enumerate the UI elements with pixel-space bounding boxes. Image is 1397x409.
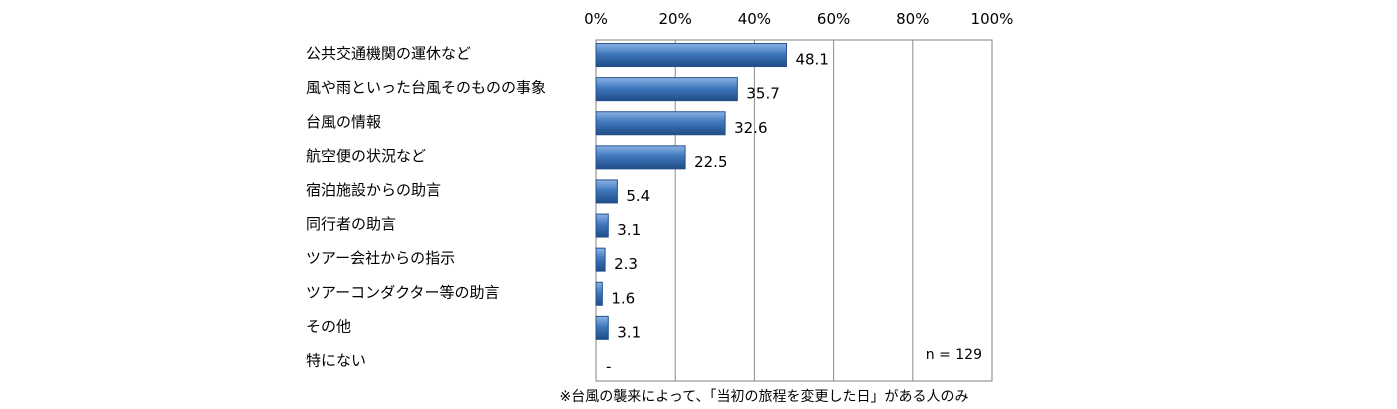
bar	[595, 43, 787, 68]
plot-area-frame	[595, 39, 993, 382]
category-label: 宿泊施設からの助言	[306, 181, 441, 199]
x-tick-label: 20%	[659, 10, 692, 28]
bar	[595, 77, 738, 102]
bar	[595, 247, 606, 272]
x-tick-label: 0%	[584, 10, 608, 28]
bars	[595, 43, 787, 340]
bar	[595, 281, 603, 306]
bar	[595, 145, 686, 170]
x-tick-label: 80%	[896, 10, 929, 28]
sample-size-label: n = 129	[926, 347, 982, 363]
x-axis-ticks: 0% 20% 40% 60% 80% 100%	[584, 10, 1013, 28]
bar	[595, 111, 726, 136]
category-label: 同行者の助言	[306, 215, 396, 233]
data-label: 3.1	[617, 323, 641, 341]
category-label: その他	[306, 317, 351, 335]
data-label: 5.4	[626, 187, 650, 205]
x-tick-label: 40%	[738, 10, 771, 28]
data-label: 22.5	[694, 153, 727, 171]
x-tick-label: 60%	[817, 10, 850, 28]
bar	[595, 315, 609, 340]
footnote: ※台風の襲来によって、「当初の旅程を変更した日」がある人のみ	[560, 388, 969, 405]
data-label: 1.6	[611, 289, 635, 307]
bar	[595, 213, 609, 238]
data-label: 2.3	[614, 255, 638, 273]
category-label: 台風の情報	[306, 113, 381, 131]
data-label: 32.6	[734, 119, 767, 137]
category-labels: 公共交通機関の運休など風や雨といった台風そのものの事象台風の情報航空便の状況など…	[306, 45, 546, 370]
category-label: 風や雨といった台風そのものの事象	[306, 79, 546, 97]
value-labels: 48.135.732.622.55.43.12.31.63.1-	[606, 51, 829, 376]
bar	[595, 179, 618, 204]
data-label: -	[606, 357, 611, 375]
x-tick-label: 100%	[971, 10, 1014, 28]
category-label: ツアー会社からの指示	[306, 249, 455, 267]
category-label: 特にない	[306, 351, 366, 369]
data-label: 48.1	[795, 51, 828, 69]
gridlines	[674, 40, 914, 381]
data-label: 35.7	[746, 85, 779, 103]
data-label: 3.1	[617, 221, 641, 239]
category-label: 公共交通機関の運休など	[306, 45, 471, 63]
category-label: ツアーコンダクター等の助言	[306, 283, 500, 301]
category-label: 航空便の状況など	[306, 147, 426, 165]
